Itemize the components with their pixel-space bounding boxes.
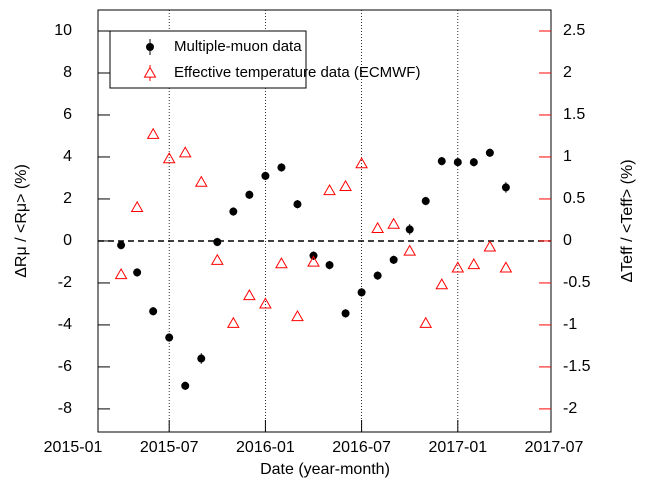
point	[181, 381, 190, 390]
y-tick-label: 4	[63, 148, 72, 165]
point	[117, 241, 126, 250]
point	[339, 179, 352, 191]
point	[194, 175, 208, 187]
legend-label: Effective temperature data (ECMWF)	[174, 64, 420, 81]
point	[499, 261, 513, 273]
y2-tick-label: -1.5	[563, 358, 591, 375]
point	[114, 268, 128, 280]
y2-tick-label: 0.5	[563, 190, 585, 207]
point	[149, 307, 158, 316]
point	[229, 207, 238, 216]
point	[373, 271, 382, 280]
y-tick-label: 6	[63, 106, 72, 123]
point	[501, 183, 510, 192]
point	[405, 225, 414, 234]
point	[389, 255, 398, 264]
point	[357, 288, 366, 297]
point	[483, 240, 497, 252]
point	[197, 354, 206, 363]
point	[133, 268, 142, 277]
y-tick-label: 10	[54, 22, 72, 39]
y2-tick-label: -0.5	[563, 274, 591, 291]
point	[387, 217, 401, 229]
x-tick-label: 2017-07	[525, 439, 584, 456]
y-tick-label: -8	[58, 400, 72, 417]
point	[435, 278, 449, 290]
point	[259, 297, 272, 309]
y2-axis-label: ΔTeff / <Teff> (%)	[619, 159, 636, 282]
y-tick-label: 8	[63, 64, 72, 81]
plot-frame	[97, 9, 552, 433]
point	[467, 257, 481, 270]
x-tick-label: 2017-01	[428, 439, 487, 456]
point	[277, 163, 286, 172]
point	[226, 316, 240, 328]
point	[403, 244, 417, 256]
point	[162, 152, 176, 164]
y-tick-label: 2	[63, 190, 72, 207]
point	[293, 200, 302, 209]
point	[419, 316, 433, 328]
legend-label: Multiple-muon data	[174, 38, 302, 55]
point	[453, 158, 462, 167]
point	[261, 171, 270, 180]
point	[323, 184, 336, 196]
point	[437, 157, 446, 166]
x-tick-label: 2016-07	[332, 439, 391, 456]
y2-tick-label: -1	[563, 316, 577, 333]
point	[355, 157, 368, 169]
x-tick-label: 2015-01	[44, 439, 103, 456]
x-tick-label: 2016-01	[236, 439, 295, 456]
legend-marker	[146, 43, 154, 51]
legend-box	[109, 30, 307, 89]
y-tick-label: -4	[58, 316, 72, 333]
y2-tick-label: -2	[563, 400, 577, 417]
y2-tick-label: 0	[563, 232, 572, 249]
point	[325, 261, 334, 270]
point	[165, 333, 174, 342]
point	[485, 148, 494, 157]
point	[275, 257, 288, 269]
x-tick-label: 2015-07	[140, 439, 199, 456]
y2-tick-label: 2	[563, 64, 572, 81]
legend-marker	[143, 66, 157, 78]
point	[469, 158, 478, 167]
point	[341, 309, 350, 318]
point	[421, 197, 430, 206]
y-tick-label: -6	[58, 358, 72, 375]
point	[291, 310, 304, 322]
y-axis-label: ΔRμ / <Rμ> (%)	[13, 164, 30, 278]
y2-tick-label: 1.5	[563, 106, 585, 123]
point	[243, 289, 256, 301]
point	[146, 127, 160, 139]
point	[213, 237, 222, 246]
y2-tick-label: 2.5	[563, 22, 585, 39]
point	[210, 253, 224, 265]
y-tick-label: 0	[63, 232, 72, 249]
y-tick-label: -2	[58, 274, 72, 291]
point	[371, 221, 384, 233]
point	[307, 255, 320, 267]
x-axis-label: Date (year-month)	[260, 461, 390, 478]
point	[245, 190, 254, 199]
point	[451, 261, 465, 273]
point	[130, 200, 144, 212]
point	[178, 146, 192, 158]
y2-tick-label: 1	[563, 148, 572, 165]
